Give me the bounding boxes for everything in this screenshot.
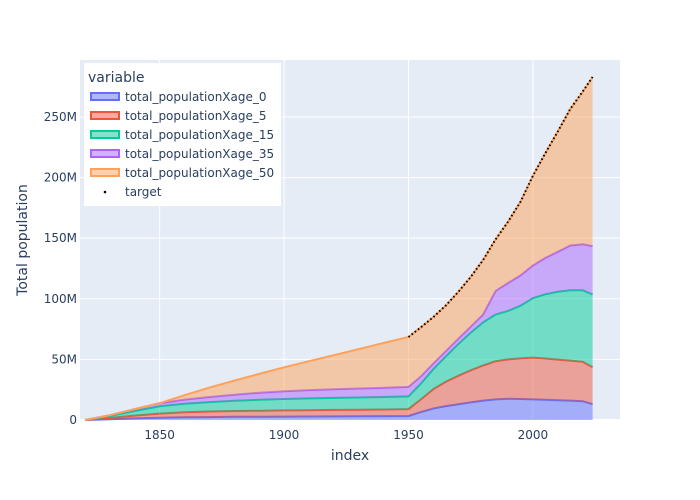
area-series-group bbox=[84, 76, 594, 421]
legend-swatch bbox=[90, 111, 120, 120]
legend-item[interactable]: total_populationXage_5 bbox=[90, 109, 267, 123]
legend-title: variable bbox=[88, 70, 144, 86]
area-fill-total_populationXage_15 bbox=[85, 290, 593, 420]
x-axis-ticks: 1850 1900 1950 2000 bbox=[144, 428, 548, 442]
target-dotted-line bbox=[407, 76, 594, 338]
x-tick-label: 1900 bbox=[269, 428, 300, 442]
legend-label: total_populationXage_15 bbox=[125, 128, 274, 142]
legend-swatch bbox=[90, 130, 120, 139]
y-tick-label: 250M bbox=[44, 110, 77, 124]
legend-label: target bbox=[125, 185, 162, 199]
x-tick-label: 1850 bbox=[144, 428, 175, 442]
legend-item[interactable]: total_populationXage_0 bbox=[90, 90, 267, 104]
legend-swatch bbox=[90, 168, 120, 177]
y-axis-ticks: 0 50M 100M 150M 200M 250M bbox=[44, 110, 77, 427]
y-tick-label: 100M bbox=[44, 292, 77, 306]
target-series-group bbox=[407, 76, 594, 338]
legend: variable total_populationXage_0total_pop… bbox=[84, 63, 281, 206]
y-axis-title: Total population bbox=[15, 184, 31, 297]
y-tick-label: 150M bbox=[44, 231, 77, 245]
legend-item[interactable]: total_populationXage_15 bbox=[90, 128, 274, 142]
legend-label: total_populationXage_5 bbox=[125, 109, 267, 123]
x-tick-label: 2000 bbox=[518, 428, 549, 442]
legend-label: total_populationXage_50 bbox=[125, 166, 274, 180]
x-axis-title: index bbox=[331, 448, 369, 464]
area-fill-total_populationXage_35 bbox=[85, 244, 593, 420]
legend-items: total_populationXage_0 total_populationXa… bbox=[90, 90, 274, 199]
y-tick-label: 200M bbox=[44, 171, 77, 185]
legend-swatch bbox=[90, 92, 120, 101]
legend-item[interactable]: total_populationXage_50 bbox=[90, 166, 274, 180]
legend-marker bbox=[103, 190, 107, 194]
legend-swatch bbox=[90, 149, 120, 158]
legend-label: total_populationXage_35 bbox=[125, 147, 274, 161]
area-line-total_populationXage_50 bbox=[84, 76, 594, 421]
legend-label: total_populationXage_0 bbox=[125, 90, 267, 104]
y-tick-label: 0 bbox=[69, 413, 77, 427]
legend-item[interactable]: target bbox=[103, 185, 162, 199]
legend-item[interactable]: total_populationXage_35 bbox=[90, 147, 274, 161]
x-tick-label: 1950 bbox=[393, 428, 424, 442]
y-tick-label: 50M bbox=[51, 352, 77, 366]
